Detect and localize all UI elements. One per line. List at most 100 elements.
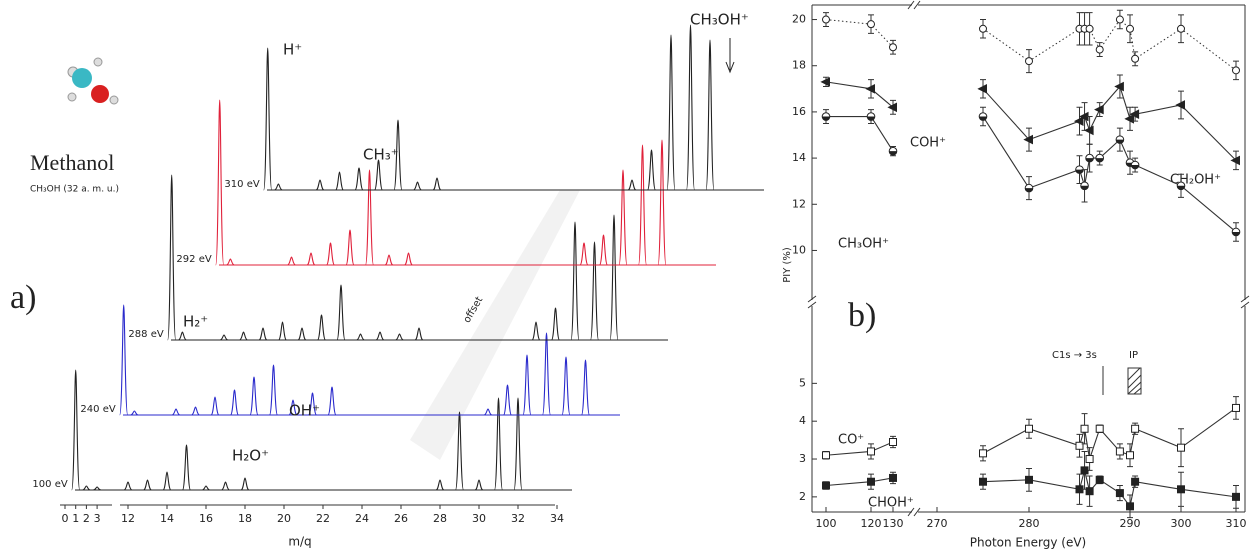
point [1023,134,1033,145]
point-fill [1116,139,1124,144]
peak [315,179,325,191]
panel-label: a) [10,279,36,316]
point [867,477,875,486]
x-axis-title: Photon Energy (eV) [970,536,1086,550]
peak [356,333,365,341]
peak [354,167,364,191]
peak [589,241,600,341]
point [1124,114,1134,124]
x-tick-label: 280 [1019,517,1040,530]
series-label: 310 eV [224,179,259,190]
point [979,477,987,486]
point [1131,477,1140,486]
point [1232,492,1240,501]
peak [327,386,337,416]
annotation: C1s → 3s [1052,350,1097,361]
x-tick-label: 310 [1226,517,1247,530]
fit-line [826,115,894,152]
fit-line [982,18,1237,71]
peak [123,481,133,491]
fit-line [982,470,1237,508]
peak [598,234,609,266]
point-fill [1095,158,1104,162]
chart-title: Methanol [30,150,114,175]
y-tick-label: 10 [792,243,806,256]
point [1094,104,1104,115]
peak [657,139,667,266]
peak [474,479,484,491]
point [1131,424,1140,433]
point [977,84,987,94]
point [1177,443,1185,452]
peak [334,171,345,191]
point [887,102,897,113]
x-tick-label: 3 [94,512,101,525]
annotation: H⁺ [283,41,302,59]
point-fill [1075,169,1084,174]
annotation: CH₃OH⁺ [690,11,749,29]
axis-break [907,0,921,517]
peak [637,144,648,266]
point-fill [1085,158,1094,162]
arrow [725,38,735,74]
point [1126,451,1134,460]
peak [167,174,177,341]
point [1230,155,1240,166]
peak [627,179,637,191]
point [1115,15,1124,24]
x-tick-label: 26 [394,512,408,525]
y-tick-label: 3 [799,452,806,465]
annotation: CH₃⁺ [363,146,399,164]
point [1095,424,1104,433]
y-axis-title: PIY (%) [782,247,793,283]
x-tick-label: 2 [83,512,90,525]
x-tick-label: 100 [816,517,837,530]
peak [316,314,327,341]
peak [502,384,513,416]
point [1073,116,1084,126]
peak [181,444,192,491]
point [1095,45,1104,54]
point [865,84,875,94]
x-tick-label: 12 [121,512,135,525]
annotation: IP [1129,350,1138,361]
x-tick-label: 120 [861,517,882,530]
peak [413,181,422,191]
peak [395,333,404,341]
peak [143,479,152,491]
peak [274,183,283,191]
x-tick-label: 34 [550,512,564,525]
peak [226,258,235,266]
point [1083,125,1094,136]
peak [210,396,220,416]
peak [522,354,532,416]
peak [336,284,346,341]
peak [325,242,336,266]
peak [221,481,230,491]
annotation: H₂⁺ [183,313,208,331]
series-label: 240 eV [80,404,115,415]
peak [580,359,591,416]
peak [215,99,225,266]
point [1177,485,1185,494]
peak [432,177,442,191]
peak [435,479,445,491]
peak [454,411,465,491]
peak [618,169,628,266]
peak [71,369,81,491]
point [889,43,897,52]
x-tick-label: 300 [1171,517,1192,530]
x-tick-label: 130 [883,517,904,530]
peak [414,327,424,341]
y-tick-label: 14 [792,151,806,164]
peak [268,364,279,416]
point [822,451,830,460]
peak [288,399,298,416]
x-tick-label: 18 [238,512,252,525]
peak [393,119,403,191]
series-label: CHOH⁺ [868,496,914,511]
peak [93,486,102,491]
y-tick-label: 16 [792,105,806,118]
point [1080,424,1089,433]
molecule-icon [67,57,119,105]
